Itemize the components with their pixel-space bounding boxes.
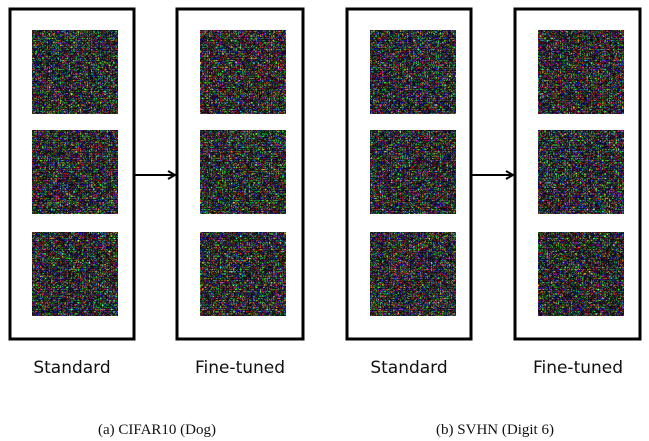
noise-image (370, 130, 456, 214)
noise-image (538, 30, 624, 114)
noise-image (32, 130, 118, 214)
figure: Standard Fine-tuned Standard Fine-tuned … (0, 0, 649, 441)
noise-images (32, 30, 624, 316)
panel-label: Fine-tuned (533, 358, 623, 378)
noise-image (538, 130, 624, 214)
noise-image (370, 30, 456, 114)
noise-image (370, 232, 456, 316)
noise-image (32, 30, 118, 114)
noise-image (200, 130, 286, 214)
panel-label: Standard (33, 358, 110, 378)
page: {"groups": [ {"caption": "(a) CIFAR10 (D… (0, 0, 649, 441)
noise-image (538, 232, 624, 316)
noise-image (32, 232, 118, 316)
panel-label: Fine-tuned (195, 358, 285, 378)
noise-image (200, 30, 286, 114)
noise-image (200, 232, 286, 316)
caption: (b) SVHN (Digit 6) (436, 422, 554, 438)
caption: (a) CIFAR10 (Dog) (98, 422, 216, 438)
panel-label: Standard (370, 358, 447, 378)
